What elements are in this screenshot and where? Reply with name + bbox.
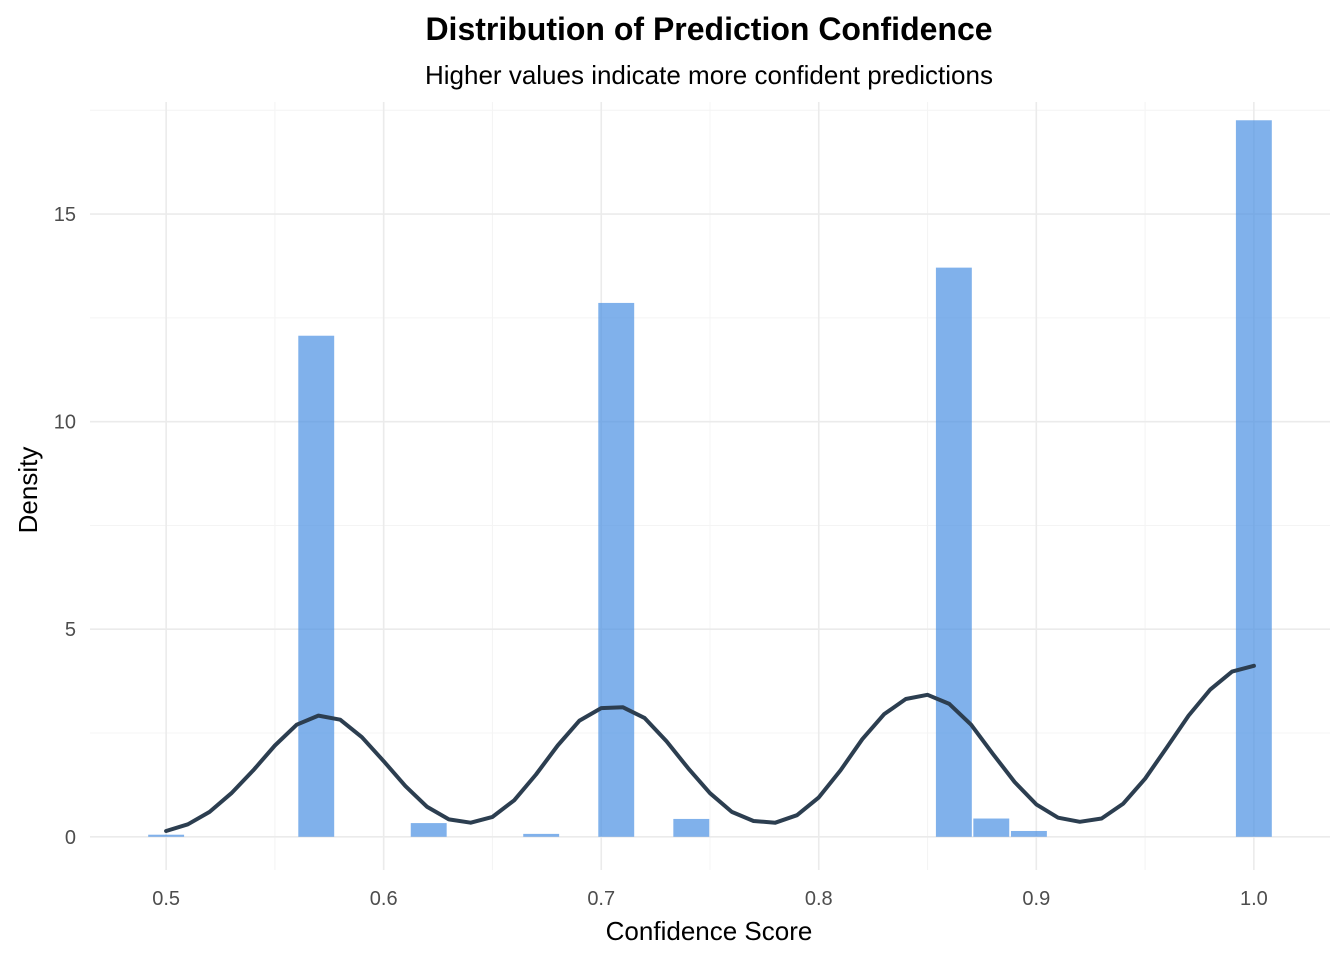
x-axis-label: Confidence Score [606,916,813,946]
chart-title: Distribution of Prediction Confidence [425,11,992,47]
x-tick-label: 0.8 [805,888,833,910]
histogram-bar [1235,120,1272,837]
x-tick-label: 0.9 [1022,888,1050,910]
grid-lines [90,102,1330,870]
histogram-bar [1010,830,1047,837]
histogram-bar [973,818,1010,837]
y-axis-label: Density [13,447,43,534]
x-tick-label: 0.7 [587,888,615,910]
histogram-bar [410,823,447,837]
histogram-bar [598,302,635,837]
density-curve [164,663,1256,833]
y-tick-label: 5 [65,619,76,641]
y-tick-label: 15 [54,204,76,226]
histogram-bar [148,834,185,837]
histogram-bar [935,267,972,837]
y-tick-label: 0 [65,827,76,849]
x-tick-label: 1.0 [1240,888,1268,910]
tick-labels: 0.5 0.6 0.7 0.8 0.9 1.0 0 5 10 15 [54,204,1268,910]
density-curve-layer [164,663,1256,833]
histogram-bars [148,120,1272,837]
chart-subtitle: Higher values indicate more confident pr… [425,60,993,90]
histogram-bar [298,335,335,837]
histogram-bar [523,833,560,837]
y-tick-label: 10 [54,412,76,434]
x-tick-label: 0.6 [370,888,398,910]
x-tick-label: 0.5 [152,888,180,910]
histogram-bar [673,818,710,837]
